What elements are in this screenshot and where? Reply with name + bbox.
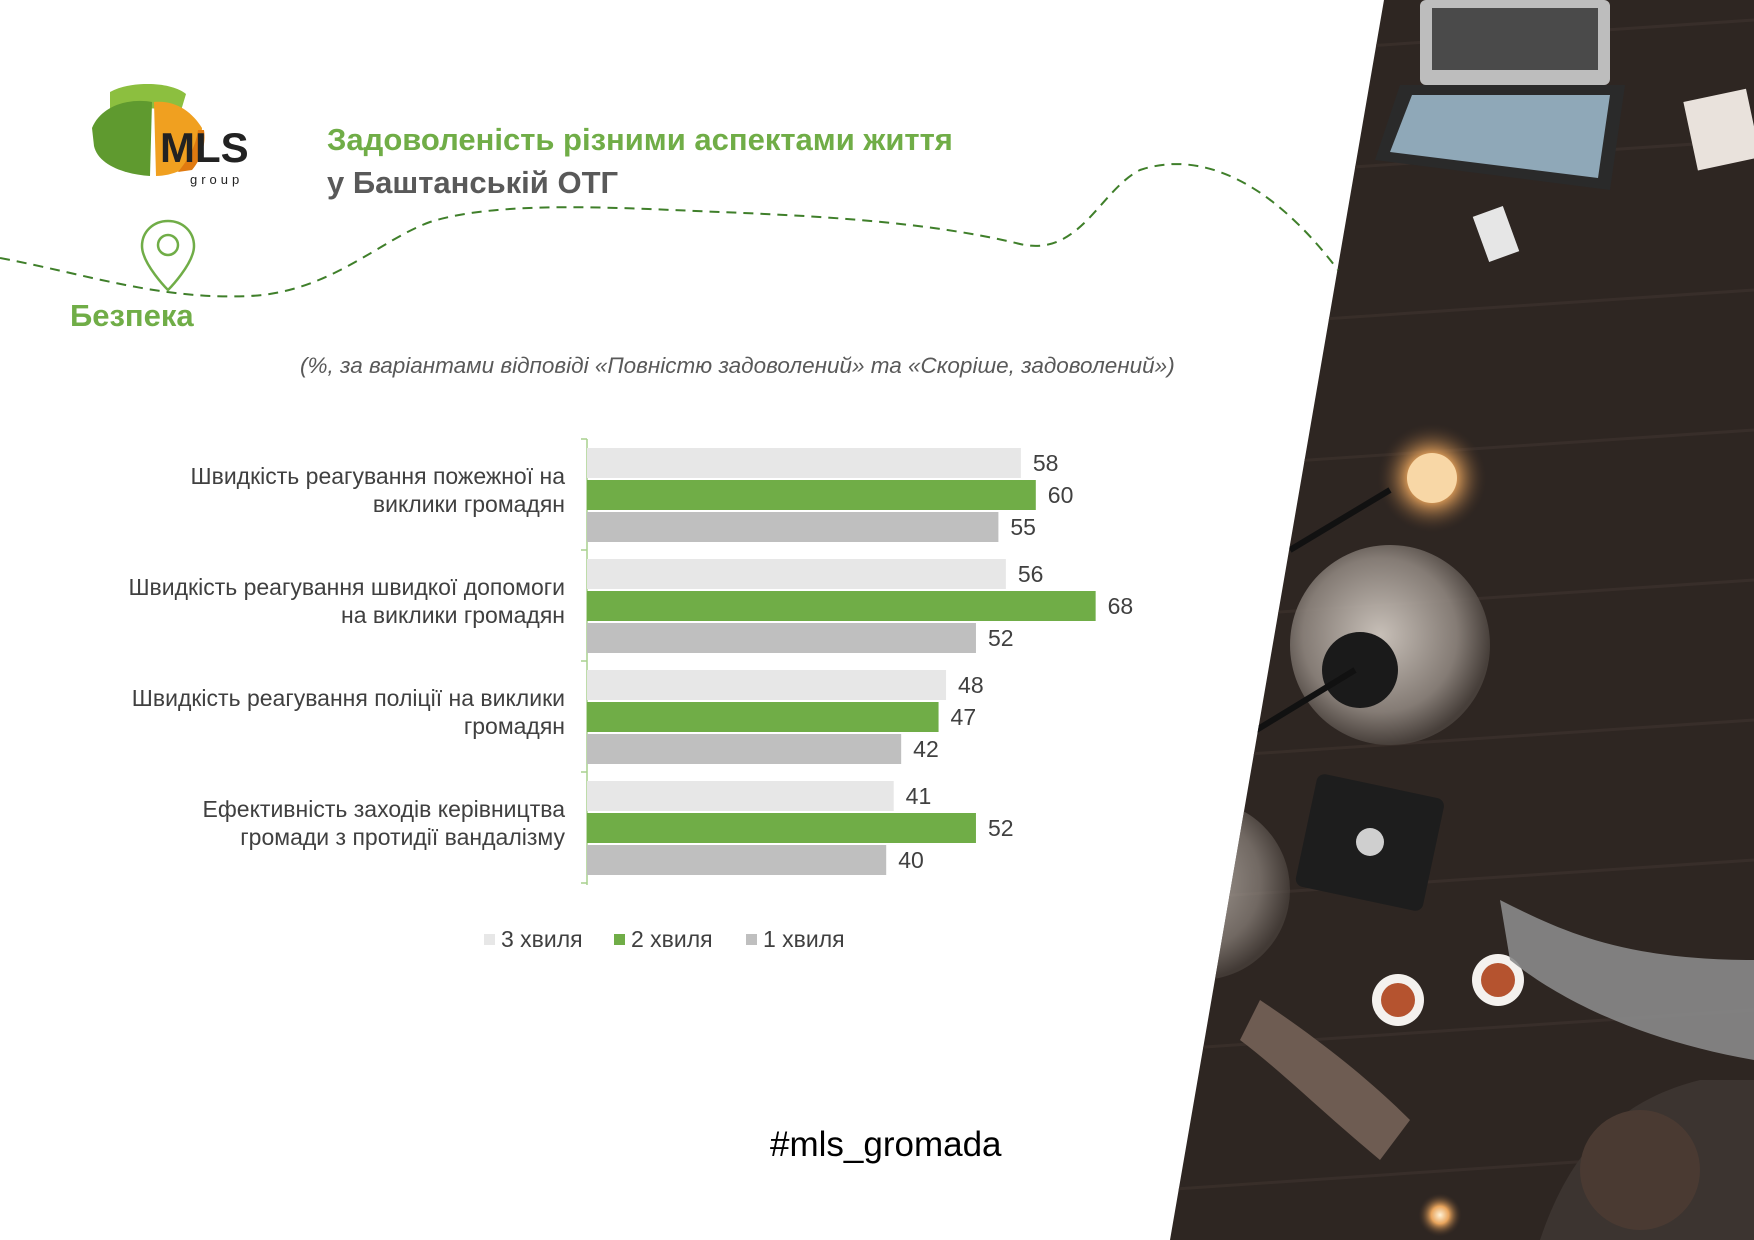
data-label: 56 [1018,561,1044,587]
category-label-line: Швидкість реагування швидкої допомоги [128,574,565,600]
data-label: 42 [913,736,939,762]
category-label: Швидкість реагування поліції на виклики г… [105,684,565,740]
bar [587,734,902,764]
hashtag: #mls_gromada [770,1125,1002,1164]
category-label-line: Швидкість реагування пожежної на [190,463,565,489]
bar [587,813,976,843]
bar [587,702,939,732]
section-label: Безпека [70,298,194,333]
logo-subtext: group [190,172,243,187]
category-label-line: виклики громадян [372,491,565,517]
category-label-line: громадян [463,713,565,739]
category-label: Швидкість реагування швидкої допомоги на … [105,573,565,629]
data-label: 41 [906,783,932,809]
legend-item: 1 хвиля [746,926,845,953]
category-label: Швидкість реагування пожежної на виклики … [105,462,565,518]
data-label: 47 [951,704,977,730]
mls-group-logo: MLS group [92,84,249,187]
category-label-line: Швидкість реагування поліції на виклики [131,685,565,711]
category-label: Ефективність заходів керівництва громади … [105,795,565,851]
data-label: 58 [1033,450,1059,476]
legend-label: 2 хвиля [631,926,713,952]
category-label-line: Ефективність заходів керівництва [202,796,565,822]
bar [587,559,1006,589]
page-title-line1: Задоволеність різними аспектами життя [327,122,953,157]
data-label: 68 [1108,593,1134,619]
data-label: 40 [898,847,924,873]
bar [587,845,887,875]
legend-item: 2 хвиля [614,926,713,953]
chart-subtitle: (%, за варіантами відповіді «Повністю за… [300,353,1175,378]
legend-swatch [746,934,757,945]
data-label: 52 [988,625,1014,651]
bar [587,591,1096,621]
legend-item: 3 хвиля [484,926,583,953]
bar [587,623,976,653]
logo-text: MLS [160,124,249,171]
data-label: 60 [1048,482,1074,508]
bar [587,512,999,542]
data-label: 55 [1010,514,1036,540]
page-title-line2: у Баштанській ОТГ [327,165,619,200]
legend-label: 3 хвиля [501,926,583,952]
category-label-line: на виклики громадян [341,602,565,628]
bar [587,781,894,811]
legend-swatch [614,934,625,945]
bar [587,670,947,700]
data-label: 48 [958,672,984,698]
location-pin-icon [140,219,196,292]
bar [587,448,1021,478]
legend-label: 1 хвиля [763,926,845,952]
legend-swatch [484,934,495,945]
data-label: 52 [988,815,1014,841]
bar [587,480,1036,510]
category-label-line: громади з протидії вандалізму [240,824,565,850]
